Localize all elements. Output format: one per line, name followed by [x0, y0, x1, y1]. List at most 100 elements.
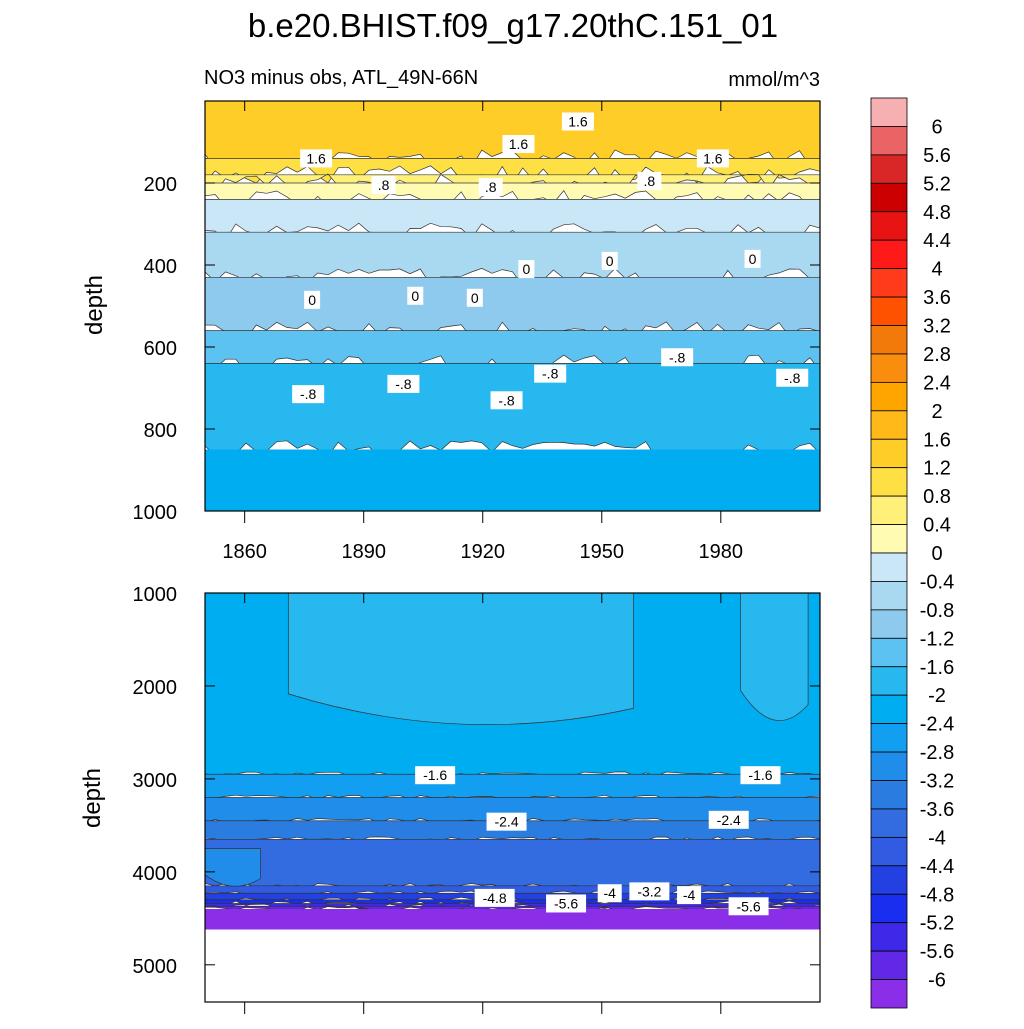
upper-plot-area [205, 101, 820, 511]
colorbar-label: 0.8 [923, 486, 951, 508]
colorbar-label: -2.4 [920, 714, 954, 736]
contour-label: -.8 [387, 374, 420, 393]
contour-label: .8 [478, 178, 503, 197]
colorbar-swatch [870, 495, 908, 525]
colorbar-label: 5.2 [923, 173, 951, 195]
upper-contour-labels: 1.6 .8 .8 1.6 1.6 .8 1.6 0 0 0 0 0 0 -.8 -.8 -.8 -.8 -.8 -… [292, 112, 809, 410]
y-tick-label: 800 [144, 420, 177, 442]
y-tick-label: 4000 [133, 863, 178, 885]
svg-text:-4.8: -4.8 [483, 890, 507, 906]
svg-text:-.8: -.8 [395, 376, 412, 392]
colorbar-label: 0.4 [923, 515, 951, 537]
contour-label: -.8 [490, 391, 523, 410]
svg-text:0: 0 [471, 290, 479, 306]
lower-contour-band [205, 838, 820, 889]
svg-text:-.8: -.8 [669, 349, 686, 365]
colorbar-swatch [870, 325, 908, 355]
svg-text:-.8: -.8 [498, 392, 515, 408]
contour-label: 0 [744, 249, 761, 268]
colorbar-swatch [870, 808, 908, 838]
upper-subtitle: NO3 minus obs, ATL_49N-66N [204, 67, 478, 89]
y-tick-label: 3000 [133, 770, 178, 792]
lower-contour-patch [287, 593, 634, 725]
units-label: mmol/m^3 [728, 69, 820, 91]
colorbar-label: -4.8 [920, 884, 954, 906]
colorbar-label: -1.2 [920, 628, 954, 650]
svg-text:1.6: 1.6 [568, 114, 588, 130]
colorbar-swatch [870, 268, 908, 298]
colorbar-swatch [870, 836, 908, 867]
colorbar-swatch [870, 950, 908, 980]
svg-text:0: 0 [749, 251, 757, 267]
svg-text:-.8: -.8 [784, 370, 801, 386]
colorbar-label: 6 [931, 116, 942, 138]
colorbar-swatch [870, 751, 908, 781]
colorbar-swatch [870, 723, 908, 753]
colorbar-swatch [870, 410, 908, 440]
colorbar-swatch [870, 381, 908, 412]
colorbar-label: -5.6 [920, 941, 954, 963]
y-tick-label: 5000 [133, 956, 178, 978]
y-tick-label: 2000 [133, 677, 178, 699]
contour-label: 0 [304, 290, 321, 309]
colorbar-swatch [870, 922, 908, 952]
contour-label: 0 [407, 286, 424, 305]
colorbar-label: -6 [928, 970, 946, 992]
x-tick-label: 1950 [580, 541, 625, 563]
lower-plot-frame [204, 592, 821, 1003]
colorbar-swatch [870, 780, 908, 810]
colorbar-swatch [870, 97, 908, 127]
lower-contour-band [205, 773, 820, 801]
contour-label: 1.6 [696, 149, 729, 168]
colorbar-label: 1.6 [923, 429, 951, 451]
colorbar: 6 5.6 5.2 4.8 4.4 4 3.6 3.2 2.8 2.4 2 1.6 1.2 0.8 0.4 0… [870, 97, 954, 1009]
colorbar-swatch [870, 211, 908, 241]
colorbar-label: -0.4 [920, 571, 954, 593]
upper-plot-frame [204, 100, 821, 512]
colorbar-swatch [870, 467, 908, 497]
colorbar-label: 4.4 [923, 230, 951, 252]
colorbar-swatch [870, 865, 908, 895]
colorbar-swatch [870, 239, 908, 270]
contour-label: -1.6 [740, 766, 781, 785]
contour-label: 1.6 [502, 135, 535, 154]
colorbar-label: 4 [931, 259, 942, 281]
colorbar-swatch [870, 609, 908, 639]
colorbar-label: 2 [931, 401, 942, 423]
x-tick-label: 1890 [341, 541, 386, 563]
contour-label: 0 [518, 260, 535, 279]
svg-text:-.8: -.8 [542, 366, 559, 382]
colorbar-swatch [870, 581, 908, 611]
contour-label: -5.6 [728, 897, 769, 916]
colorbar-label: -0.8 [920, 600, 954, 622]
colorbar-label: -2 [928, 685, 946, 707]
svg-text:0: 0 [522, 261, 530, 277]
contour-label: 1.6 [300, 149, 333, 168]
lower-plot-area [205, 593, 820, 1002]
x-tick-label: 1980 [699, 541, 744, 563]
colorbar-swatch [870, 126, 908, 156]
svg-text:1.6: 1.6 [509, 136, 529, 152]
colorbar-label: -1.6 [920, 657, 954, 679]
svg-text:0: 0 [411, 288, 419, 304]
y-tick-label: 200 [144, 174, 177, 196]
upper-contour-band [205, 449, 820, 511]
y-tick-label: 400 [144, 256, 177, 278]
svg-text:1.6: 1.6 [306, 150, 326, 166]
colorbar-swatch [870, 296, 908, 326]
svg-text:-4: -4 [603, 885, 616, 901]
contour-label: -2.4 [486, 812, 527, 831]
svg-text:-5.6: -5.6 [737, 898, 761, 914]
upper-y-axis-label: depth [81, 275, 108, 335]
svg-text:0: 0 [606, 253, 614, 269]
colorbar-label: 1.2 [923, 458, 951, 480]
colorbar-label: 0 [931, 543, 942, 565]
colorbar-label: 3.2 [923, 316, 951, 338]
svg-text:.8: .8 [644, 173, 656, 189]
colorbar-label: -5.2 [920, 913, 954, 935]
upper-contour-band [205, 363, 820, 459]
lower-axes: 1000 2000 3000 4000 5000 [133, 584, 821, 1014]
figure-title: b.e20.BHIST.f09_g17.20thC.151_01 [248, 7, 778, 44]
